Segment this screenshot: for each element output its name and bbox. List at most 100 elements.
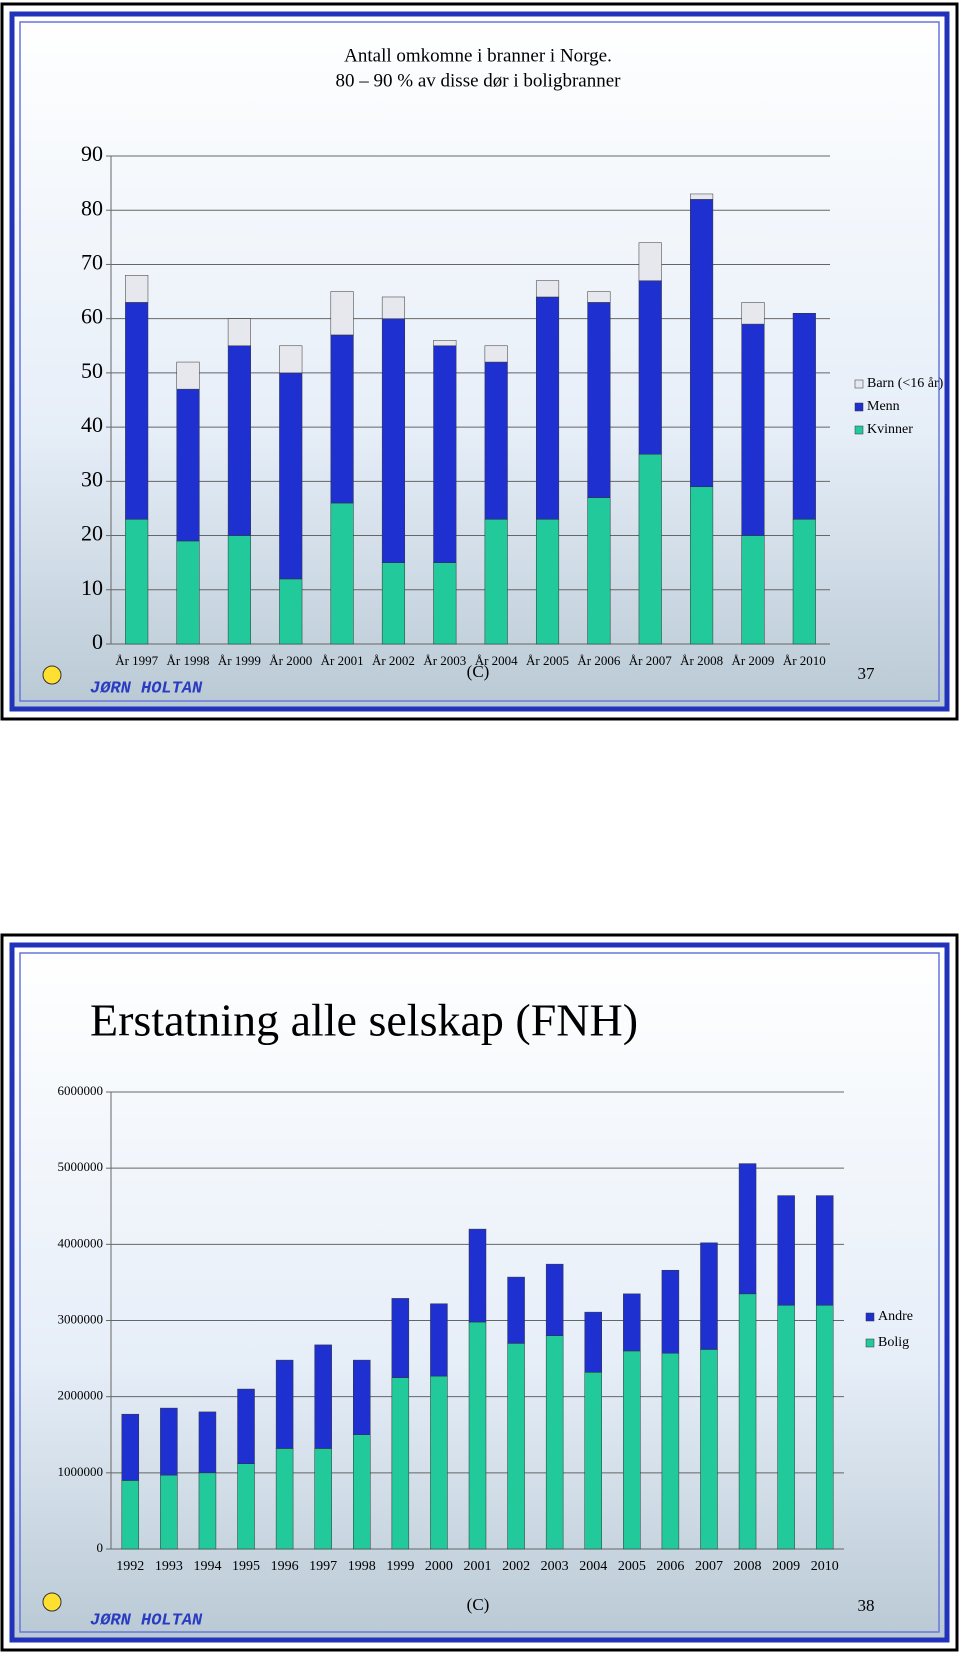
y-tick-label: 30: [81, 466, 103, 491]
x-tick-label: 2006: [656, 1559, 684, 1574]
x-tick-label: År 1999: [218, 653, 261, 668]
bar-segment: [314, 1344, 332, 1449]
x-tick-label: År 2009: [731, 653, 774, 668]
bar-segment: [690, 486, 714, 645]
x-tick-label: 1997: [309, 1559, 337, 1574]
bar-segment: [279, 578, 303, 645]
bar-segment: [227, 345, 251, 536]
bar-segment: [353, 1359, 371, 1436]
copyright: (C): [467, 662, 490, 681]
legend-label: Barn (<16 år): [867, 376, 944, 391]
bar-segment: [430, 1303, 448, 1377]
y-tick-label: 3000000: [58, 1311, 104, 1326]
bar-segment: [198, 1472, 217, 1550]
bar-segment: [638, 242, 662, 281]
x-tick-label: 2002: [502, 1559, 530, 1574]
bar-segment: [738, 1163, 757, 1295]
x-tick-label: 1998: [348, 1559, 376, 1574]
bar-segment: [125, 302, 149, 520]
bar-segment: [792, 519, 816, 645]
y-tick-label: 90: [81, 141, 103, 166]
slide-frame: [0, 2, 959, 721]
bar-segment: [160, 1474, 178, 1550]
bar-segment: [741, 535, 765, 645]
page-number: 38: [858, 1596, 875, 1615]
legend-swatch: [865, 1338, 875, 1348]
x-tick-label: 2008: [734, 1559, 762, 1574]
chart-title: Erstatning alle selskap (FNH): [90, 995, 638, 1046]
bar-segment: [275, 1448, 294, 1550]
bar-segment: [815, 1305, 834, 1550]
x-tick-label: År 1998: [167, 653, 210, 668]
bar-segment: [314, 1448, 332, 1550]
bar-segment: [700, 1242, 718, 1350]
bar-segment: [587, 497, 611, 645]
bar-segment: [430, 1375, 448, 1550]
bar-segment: [381, 562, 406, 645]
bar-segment: [638, 453, 662, 645]
bar-segment: [484, 345, 508, 363]
bar-segment: [535, 296, 560, 520]
bar-segment: [353, 1434, 371, 1550]
bar-segment: [433, 345, 457, 563]
bar-segment: [176, 361, 200, 390]
legend-label: Andre: [878, 1309, 913, 1324]
bar-segment: [237, 1463, 255, 1550]
x-tick-label: År 2010: [783, 653, 826, 668]
bar-segment: [468, 1228, 487, 1323]
y-tick-label: 80: [81, 195, 103, 220]
bar-segment: [584, 1372, 602, 1550]
x-tick-label: År 2000: [269, 653, 312, 668]
bar-segment: [638, 280, 662, 455]
bar-segment: [391, 1298, 410, 1378]
y-tick-label: 1000000: [58, 1464, 104, 1479]
author: JØRN HOLTAN: [90, 1611, 203, 1630]
bar-segment: [227, 535, 251, 645]
x-tick-label: 1999: [386, 1559, 414, 1574]
bar-segment: [198, 1411, 217, 1474]
x-tick-label: År 2002: [372, 653, 415, 668]
bar-segment: [792, 312, 816, 520]
bar-segment: [125, 275, 149, 303]
bar-segment: [484, 519, 508, 645]
bar-segment: [690, 193, 714, 200]
bar-segment: [507, 1276, 525, 1344]
x-tick-label: År 1997: [115, 653, 158, 668]
bar-segment: [700, 1349, 718, 1550]
bar-segment: [661, 1269, 680, 1354]
bar-segment: [433, 562, 457, 645]
bar-segment: [623, 1293, 641, 1352]
bar-segment: [176, 540, 200, 645]
bar-segment: [121, 1413, 140, 1481]
y-tick-label: 4000000: [58, 1235, 104, 1250]
y-tick-label: 70: [81, 249, 103, 274]
bar-segment: [275, 1359, 294, 1449]
x-tick-label: 2003: [541, 1559, 569, 1574]
y-tick-label: 6000000: [58, 1083, 104, 1098]
bar-segment: [237, 1388, 255, 1464]
bar-segment: [160, 1407, 178, 1476]
y-tick-label: 2000000: [58, 1388, 104, 1403]
bar-segment: [623, 1350, 641, 1550]
bar-segment: [535, 280, 560, 298]
bar-segment: [121, 1480, 140, 1550]
bar-segment: [545, 1263, 564, 1336]
bar-segment: [587, 302, 611, 498]
legend-label: Kvinner: [867, 422, 913, 437]
x-tick-label: År 2007: [629, 653, 672, 668]
x-tick-label: 2000: [425, 1559, 453, 1574]
bar-segment: [690, 199, 714, 488]
bar-segment: [484, 361, 508, 520]
bar-segment: [468, 1321, 487, 1550]
bar-segment: [815, 1195, 834, 1306]
chart-subtitle: 80 – 90 % av disse dør i boligbranner: [336, 70, 622, 91]
x-tick-label: 2007: [695, 1559, 723, 1574]
x-tick-label: År 2004: [475, 653, 518, 668]
y-tick-label: 60: [81, 304, 103, 329]
legend-swatch: [854, 402, 864, 412]
bar-segment: [330, 502, 354, 645]
y-tick-label: 5000000: [58, 1159, 104, 1174]
bar-segment: [279, 372, 303, 580]
x-tick-label: 1992: [116, 1559, 144, 1574]
